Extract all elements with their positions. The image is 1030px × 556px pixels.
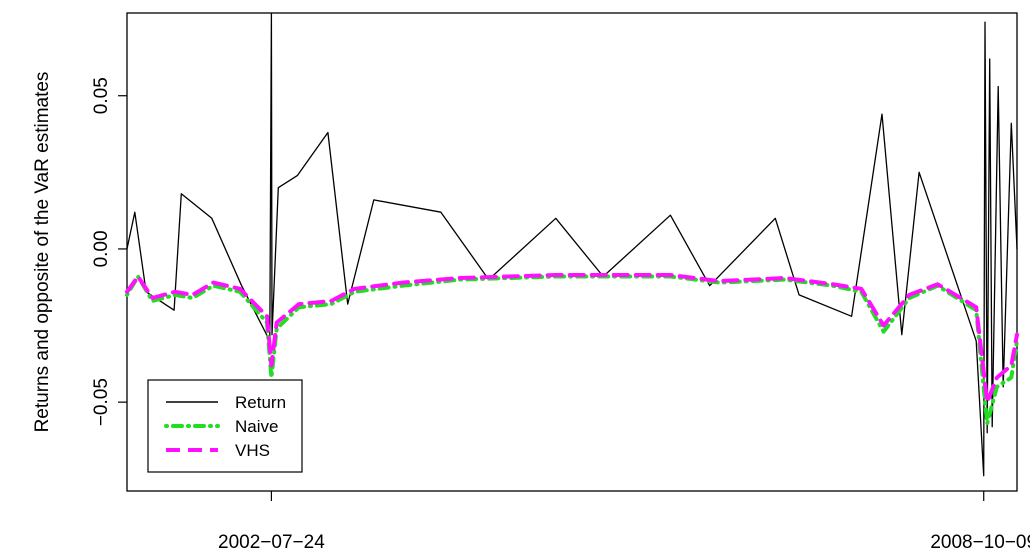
y-axis: −0.05 0.00 0.05 bbox=[91, 77, 127, 426]
series-layer bbox=[125, 12, 1019, 477]
x-tick-label: 2008−10−09 bbox=[930, 532, 1030, 553]
series-line-vhs bbox=[125, 273, 1019, 405]
y-tick-label: −0.05 bbox=[91, 378, 112, 426]
x-axis: 2002−07−24 2008−10−09 bbox=[218, 491, 1030, 553]
x-tick-label: 2002−07−24 bbox=[218, 532, 325, 553]
y-axis-label: Returns and opposite of the VaR estimate… bbox=[32, 72, 53, 433]
legend-label-vhs: VHS bbox=[235, 441, 270, 460]
y-tick-label: 0.05 bbox=[91, 77, 112, 114]
legend-label-naive: Naive bbox=[235, 417, 278, 436]
y-tick-label: 0.00 bbox=[91, 230, 112, 267]
legend: Return Naive VHS bbox=[147, 379, 303, 473]
plot-frame bbox=[126, 12, 1018, 492]
legend-label-return: Return bbox=[235, 393, 286, 412]
